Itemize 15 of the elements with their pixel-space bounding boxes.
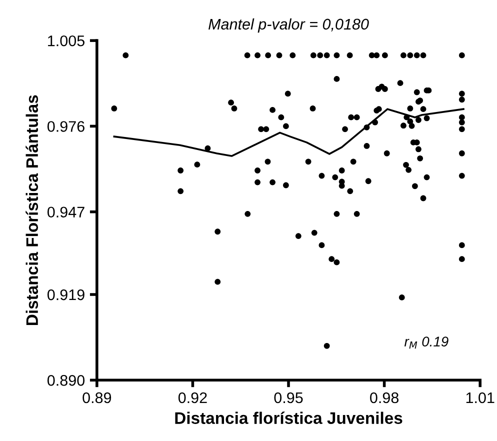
y-tick-label: 1.005 [48, 35, 84, 46]
x-tick-label: 0.89 [82, 392, 112, 404]
x-tick-label: 1.01 [466, 392, 494, 404]
x-tick-label: 0.98 [370, 392, 399, 404]
y-tick-label: 0.919 [47, 289, 84, 300]
y-tick-label: 0.890 [47, 375, 85, 386]
line-series [113, 108, 464, 157]
y-tick-label: 0.976 [47, 121, 84, 132]
x-tick-label: 0.92 [178, 392, 207, 404]
annotation: r$_{M}$ 0.19 [404, 336, 448, 349]
x-tick-label: 0.95 [274, 392, 303, 404]
y-axis-title: Distancia Florística Plántulas [26, 95, 38, 326]
y-tick-label: 0.947 [47, 206, 84, 218]
chart-title: Mantel p-valor = 0,0180 [208, 18, 369, 33]
x-axis-title: Distancia florística Juveniles [175, 412, 402, 424]
